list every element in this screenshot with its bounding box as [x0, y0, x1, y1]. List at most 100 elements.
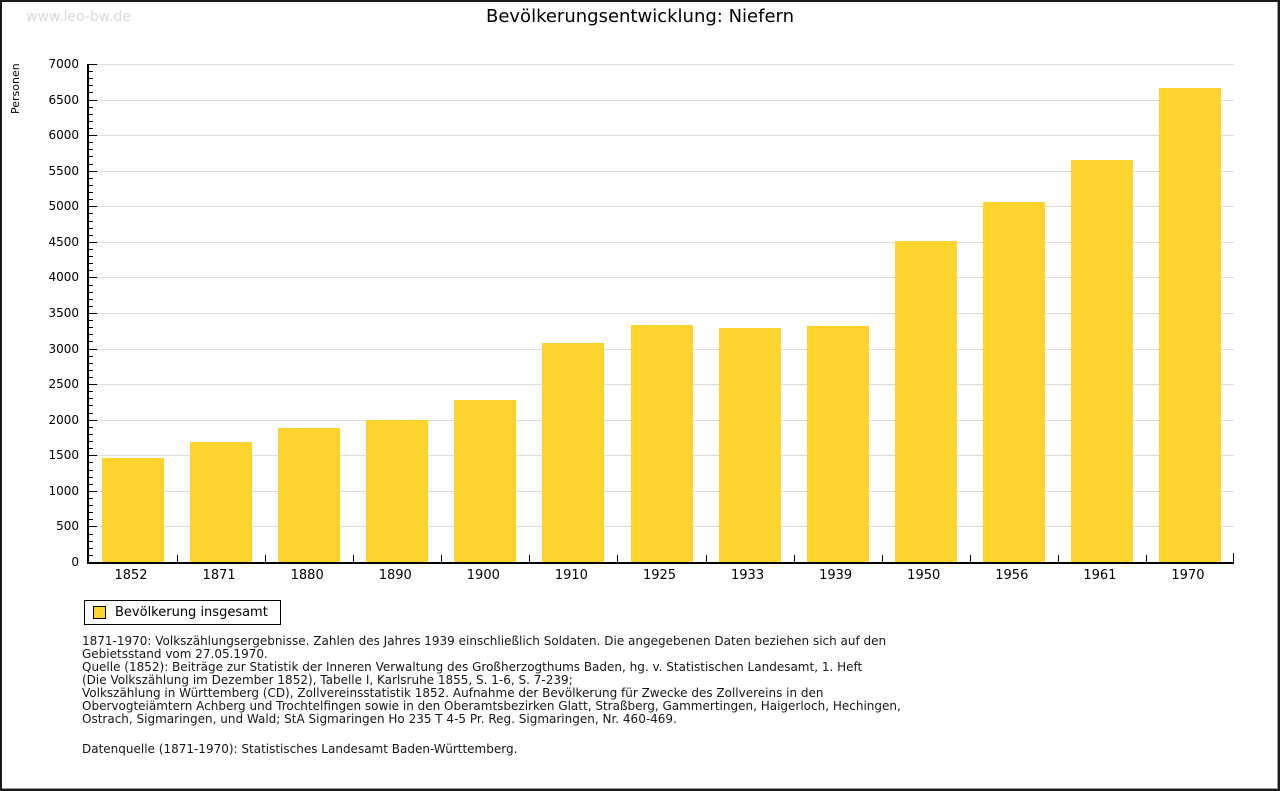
- y-tick: [89, 64, 97, 65]
- y-tick: [89, 512, 93, 514]
- x-tick-label: 1961: [1083, 568, 1117, 583]
- y-tick-label: 1500: [48, 448, 79, 463]
- bar-1970: [1158, 88, 1221, 562]
- x-tick-label: 1900: [466, 568, 500, 583]
- y-tick: [89, 270, 93, 272]
- x-tick: [1233, 553, 1234, 562]
- gridline: [89, 170, 1234, 172]
- x-tick: [177, 555, 179, 562]
- y-tick: [89, 433, 93, 435]
- y-tick: [89, 369, 93, 371]
- gridline: [89, 313, 1234, 314]
- y-tick: [89, 497, 93, 499]
- x-tick: [705, 555, 707, 562]
- y-tick: [89, 483, 93, 485]
- y-tick-label: 0: [71, 555, 79, 569]
- y-tick: [89, 519, 93, 521]
- x-tick: [881, 555, 883, 562]
- y-tick: [89, 227, 93, 229]
- y-tick: [89, 241, 97, 243]
- y-tick: [89, 426, 93, 428]
- y-tick: [89, 142, 93, 144]
- y-tick: [89, 305, 93, 307]
- y-tick: [89, 256, 93, 258]
- source-note-line: Volkszählung in Württemberg (CD), Zollve…: [82, 686, 824, 700]
- y-tick: [89, 128, 93, 130]
- x-tick: [441, 555, 443, 562]
- note-datenquelle: Datenquelle (1871-1970): Statistisches L…: [82, 743, 1212, 756]
- y-tick: [89, 92, 93, 94]
- x-tick: [1145, 555, 1147, 562]
- x-tick-label: 1871: [202, 568, 236, 583]
- x-tick-label: 1970: [1171, 568, 1205, 583]
- x-tick: [265, 555, 267, 562]
- y-tick: [89, 540, 93, 542]
- y-tick: [89, 398, 93, 400]
- x-tick: [617, 555, 619, 562]
- y-tick: [89, 163, 93, 165]
- y-tick: [89, 248, 93, 250]
- bar-1933: [718, 327, 781, 562]
- y-tick-label: 500: [56, 519, 79, 534]
- y-tick: [89, 99, 97, 101]
- y-tick: [89, 263, 93, 265]
- x-tick-label: 1939: [819, 568, 853, 583]
- y-tick: [89, 412, 93, 414]
- x-tick: [793, 555, 795, 562]
- gridline: [89, 64, 1234, 65]
- y-tick: [89, 391, 93, 393]
- legend: Bevölkerung insgesamt: [84, 600, 281, 625]
- y-tick: [89, 106, 93, 108]
- y-tick: [89, 113, 93, 115]
- y-tick-label: 4000: [48, 270, 79, 285]
- y-tick: [89, 355, 93, 357]
- y-tick-label: 2000: [48, 412, 79, 427]
- y-tick: [89, 206, 97, 208]
- y-tick: [89, 327, 93, 329]
- y-tick: [89, 384, 97, 386]
- y-tick: [89, 505, 93, 507]
- y-tick: [89, 526, 97, 528]
- y-tick: [89, 455, 97, 457]
- y-tick: [89, 341, 93, 343]
- y-tick: [89, 85, 93, 87]
- x-tick-label: 1933: [731, 568, 765, 583]
- x-tick: [529, 555, 531, 562]
- x-tick-label: 1852: [114, 568, 148, 583]
- bar-1900: [454, 399, 517, 562]
- y-tick-label: 7000: [48, 57, 79, 71]
- y-tick: [89, 234, 93, 236]
- y-tick: [89, 362, 93, 364]
- y-tick: [89, 419, 97, 421]
- y-tick: [89, 291, 93, 293]
- gridline: [89, 99, 1234, 101]
- y-tick-label: 3000: [48, 341, 79, 356]
- y-tick: [89, 490, 97, 492]
- x-tick: [1057, 555, 1059, 562]
- source-note-line: Gebietsstand vom 27.05.1970.: [82, 647, 268, 661]
- x-tick-label: 1880: [290, 568, 324, 583]
- bar-1890: [366, 420, 429, 562]
- y-tick: [89, 441, 93, 443]
- x-tick-label: 1950: [907, 568, 941, 583]
- y-tick: [89, 71, 93, 73]
- gridline: [89, 241, 1234, 243]
- legend-label: Bevölkerung insgesamt: [115, 605, 268, 620]
- bar-1950: [894, 241, 957, 562]
- y-tick: [89, 533, 93, 535]
- source-note-line: Obervogteiämtern Achberg und Trochtelfin…: [82, 699, 901, 713]
- y-tick: [89, 78, 93, 80]
- y-tick: [89, 120, 93, 122]
- y-tick: [89, 462, 93, 464]
- y-tick: [89, 554, 93, 556]
- y-tick: [89, 170, 97, 172]
- y-tick: [89, 199, 93, 201]
- leo-bw-watermark: www.leo-bw.de: [26, 9, 131, 25]
- y-tick-label: 2500: [48, 377, 79, 392]
- y-tick-label: 5000: [48, 199, 79, 214]
- source-note-line: 1871-1970: Volkszählungsergebnisse. Zahl…: [82, 634, 887, 648]
- y-tick: [89, 135, 97, 137]
- source-note-line: Quelle (1852): Beiträge zur Statistik de…: [82, 660, 863, 674]
- y-tick-label: 5500: [48, 163, 79, 178]
